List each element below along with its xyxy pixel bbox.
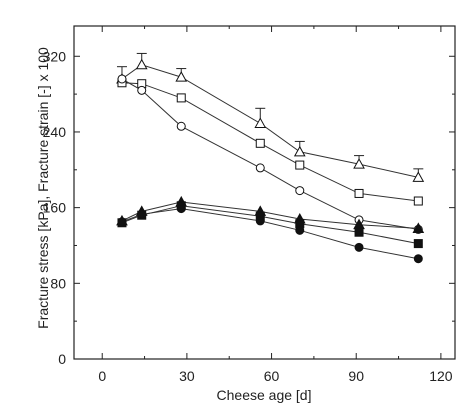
data-point	[413, 239, 423, 249]
data-point	[255, 163, 265, 173]
series-triangle-open	[116, 52, 425, 182]
data-point	[255, 216, 265, 226]
data-point	[255, 138, 265, 148]
data-point	[413, 196, 423, 206]
y-tick-label: 320	[43, 48, 67, 64]
data-point	[412, 171, 425, 182]
ticks: 0 30 60 90 120 0 80 160 240 320	[43, 26, 455, 384]
x-axis-label: Cheese age [d]	[217, 387, 312, 403]
data-point	[295, 186, 305, 196]
series-line	[121, 208, 419, 260]
data-point	[293, 145, 306, 157]
series-layer	[116, 52, 425, 264]
data-point	[295, 160, 305, 170]
y-tick-label: 0	[58, 351, 66, 367]
data-point	[176, 204, 186, 214]
data-point	[354, 242, 364, 252]
data-point	[137, 85, 147, 95]
x-tick-label: 60	[264, 368, 280, 384]
plot-frame	[73, 25, 456, 360]
series-line	[121, 64, 419, 178]
x-tick-label: 120	[429, 368, 453, 384]
data-point	[135, 58, 148, 70]
series-line	[121, 82, 419, 202]
y-tick-label: 160	[43, 200, 67, 216]
data-point	[354, 188, 364, 198]
x-tick-label: 30	[179, 368, 195, 384]
data-point	[175, 71, 188, 82]
y-tick-label: 240	[43, 124, 67, 140]
data-point	[117, 74, 127, 84]
series-triangle-filled	[116, 195, 425, 233]
series-line	[121, 201, 419, 229]
x-tick-label: 0	[98, 368, 106, 384]
data-point	[295, 225, 305, 235]
x-tick-label: 90	[348, 368, 364, 384]
y-axis-label: Fracture stress [kPa], Fracture strain […	[35, 47, 51, 329]
data-point	[176, 121, 186, 131]
data-point	[354, 227, 364, 237]
data-point	[176, 93, 186, 103]
series-circle-filled	[117, 204, 423, 264]
y-tick-label: 80	[50, 275, 66, 291]
plot-area-border	[73, 25, 456, 360]
series-square-open	[117, 78, 423, 206]
series-line	[121, 78, 419, 230]
series-line	[121, 205, 419, 245]
series-square-filled	[117, 201, 423, 249]
data-point	[413, 254, 423, 264]
data-point	[412, 222, 425, 233]
data-point	[137, 209, 147, 219]
data-point	[117, 217, 127, 227]
data-point	[254, 117, 267, 128]
data-point	[353, 158, 365, 169]
